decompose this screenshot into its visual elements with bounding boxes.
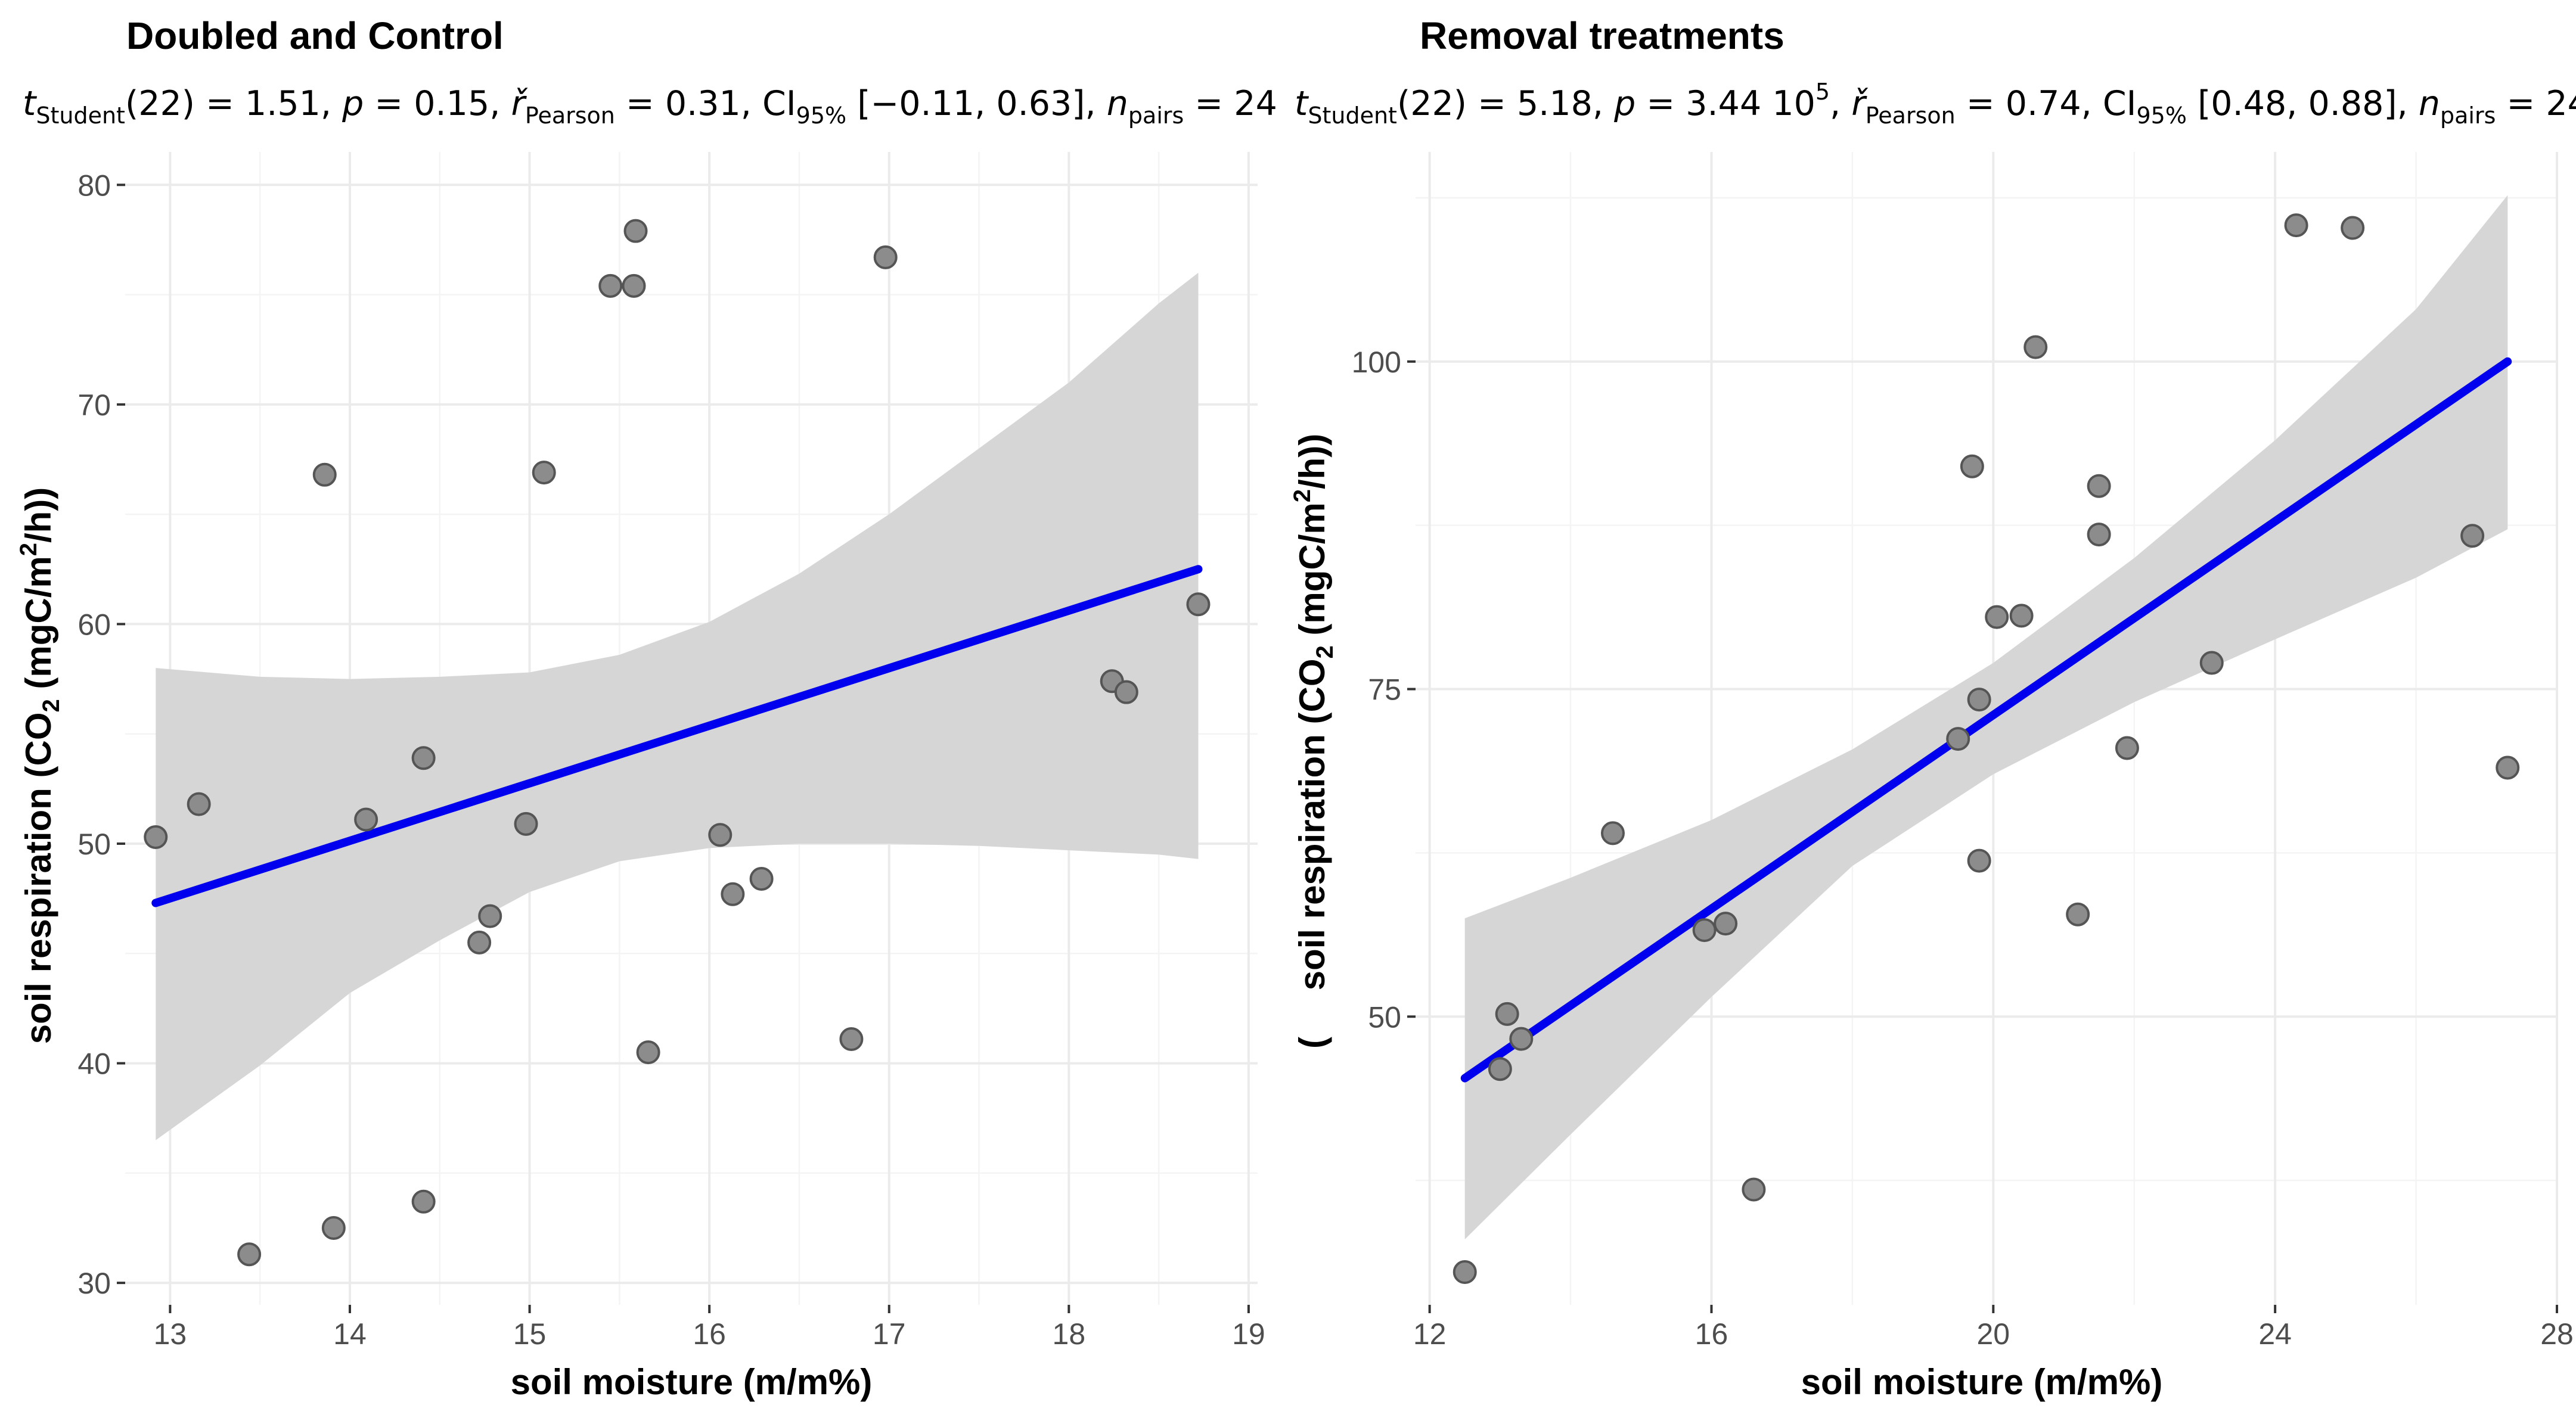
data-point (532, 461, 556, 485)
panel-2-title: Removal treatments (1420, 14, 1784, 57)
data-point (2087, 523, 2111, 547)
data-point (749, 866, 774, 891)
data-point (1692, 918, 1717, 943)
data-point (1509, 1027, 1534, 1051)
data-point (636, 1040, 660, 1065)
data-point (2115, 736, 2139, 760)
data-point (598, 273, 623, 298)
panel-1-x-axis-title: soil moisture (m/m%) (511, 1362, 873, 1402)
data-point (1495, 1002, 1519, 1026)
data-point (2023, 335, 2048, 359)
panel-1-stats: tStudent(22) = 1.51, p = 0.15, řPearson … (23, 84, 1277, 129)
panel-2-y-axis-stray-glyph: ( (1292, 1037, 1332, 1049)
data-point (478, 904, 502, 928)
data-point (2460, 524, 2485, 548)
data-point (1946, 727, 1970, 751)
y-tick-label: 100 (1352, 346, 1401, 379)
regression-line (151, 565, 1203, 907)
panel-2-y-axis-title: soil respiration (CO2 (mgC/m2/h)) (1289, 434, 1338, 991)
data-point (2199, 651, 2224, 675)
x-tick-label: 14 (333, 1317, 367, 1351)
data-point (1967, 848, 1991, 873)
x-tick-label: 24 (2258, 1317, 2292, 1351)
y-tick-label: 60 (77, 608, 111, 641)
data-point (144, 825, 168, 849)
data-point (1742, 1177, 1766, 1202)
x-tick-label: 20 (1977, 1317, 2010, 1351)
data-point (2284, 213, 2308, 238)
panel-1-y-axis-title: soil respiration (CO2 (mgC/m2/h)) (15, 487, 64, 1044)
y-tick-label: 75 (1368, 673, 1401, 707)
data-point (2009, 604, 2034, 628)
y-tick-label: 70 (77, 388, 111, 422)
x-tick-label: 28 (2540, 1317, 2574, 1351)
data-point (622, 273, 646, 298)
x-tick-label: 13 (154, 1317, 187, 1351)
y-tick-label: 50 (77, 828, 111, 861)
data-point (2341, 216, 2365, 240)
data-point (467, 930, 492, 954)
y-tick-label: 80 (77, 169, 111, 202)
data-point (1488, 1057, 1512, 1081)
panel-2-x-axis-title: soil moisture (m/m%) (1801, 1362, 2163, 1402)
data-point (411, 746, 436, 770)
data-point (708, 823, 733, 847)
data-point (1714, 912, 1738, 936)
data-point (237, 1242, 262, 1267)
panel-1-title: Doubled and Control (126, 14, 504, 57)
data-point (1967, 688, 1991, 712)
data-point (1985, 605, 2009, 629)
data-point (1186, 592, 1211, 617)
x-tick-label: 16 (1695, 1317, 1728, 1351)
panel-1-plot: 13 14 15 16 17 18 19 30 40 50 60 70 80 (77, 152, 1265, 1351)
x-tick-label: 15 (513, 1317, 547, 1351)
y-tick-label: 40 (77, 1047, 111, 1081)
data-point (312, 462, 337, 487)
data-point (187, 792, 211, 816)
data-point (411, 1189, 436, 1214)
data-point (321, 1216, 346, 1240)
data-point (2496, 755, 2520, 780)
data-point (514, 812, 538, 836)
data-point (354, 807, 378, 832)
x-tick-label: 16 (693, 1317, 726, 1351)
data-point (839, 1027, 864, 1052)
data-point (721, 882, 745, 906)
data-point (873, 245, 898, 269)
data-point (1114, 680, 1138, 704)
x-tick-label: 12 (1413, 1317, 1447, 1351)
data-point (2087, 474, 2111, 498)
panel-2-plot: 12 16 20 24 28 50 75 100 (1352, 152, 2574, 1351)
data-point (1453, 1260, 1477, 1285)
confidence-band (156, 272, 1199, 1140)
data-point (623, 219, 648, 243)
data-point (1960, 454, 1984, 478)
data-point (2066, 902, 2090, 926)
x-tick-label: 19 (1232, 1317, 1265, 1351)
x-tick-label: 18 (1053, 1317, 1086, 1351)
y-tick-label: 50 (1368, 1000, 1401, 1034)
regression-line (1460, 357, 2512, 1083)
x-tick-label: 17 (873, 1317, 906, 1351)
panel-2-stats: tStudent(22) = 5.18, p = 3.44 105, řPear… (1295, 79, 2576, 129)
y-tick-label: 30 (77, 1267, 111, 1300)
data-point (1600, 821, 1625, 845)
